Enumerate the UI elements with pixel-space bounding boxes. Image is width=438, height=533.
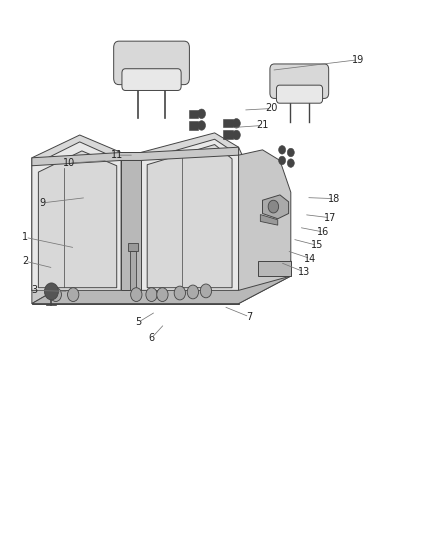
Text: 9: 9 (40, 198, 46, 208)
Text: 19: 19 (352, 55, 364, 64)
Polygon shape (32, 261, 291, 290)
Text: 11: 11 (111, 150, 123, 160)
Circle shape (268, 200, 279, 213)
Circle shape (157, 288, 168, 302)
Text: 6: 6 (148, 333, 155, 343)
Polygon shape (32, 290, 239, 304)
Text: 3: 3 (31, 285, 37, 295)
Text: 21: 21 (256, 120, 268, 131)
Polygon shape (239, 261, 291, 304)
Text: 5: 5 (135, 317, 141, 327)
Circle shape (279, 146, 286, 154)
Polygon shape (32, 147, 239, 166)
Polygon shape (127, 243, 138, 251)
Polygon shape (188, 110, 198, 118)
Text: 17: 17 (324, 213, 336, 223)
Circle shape (146, 288, 157, 302)
Polygon shape (32, 261, 80, 304)
Text: 13: 13 (298, 267, 310, 277)
Circle shape (287, 159, 294, 167)
Circle shape (198, 109, 205, 118)
Polygon shape (188, 121, 198, 130)
Circle shape (67, 288, 79, 302)
Circle shape (187, 285, 198, 299)
Text: 15: 15 (311, 240, 323, 251)
Circle shape (131, 288, 142, 302)
Polygon shape (147, 144, 232, 288)
FancyBboxPatch shape (122, 69, 181, 91)
Text: 2: 2 (22, 256, 28, 266)
Polygon shape (32, 261, 156, 290)
Polygon shape (262, 195, 289, 219)
Text: 20: 20 (265, 103, 277, 114)
Polygon shape (32, 142, 121, 290)
Text: 7: 7 (246, 312, 253, 322)
Text: 10: 10 (63, 158, 75, 168)
Polygon shape (223, 130, 233, 139)
Polygon shape (121, 261, 215, 290)
Circle shape (200, 284, 212, 298)
Polygon shape (141, 261, 291, 290)
Polygon shape (223, 118, 233, 127)
Text: 18: 18 (328, 193, 340, 204)
Text: 16: 16 (317, 227, 329, 237)
Circle shape (50, 288, 61, 302)
Circle shape (279, 156, 286, 165)
Circle shape (233, 130, 240, 140)
Polygon shape (258, 261, 291, 276)
Circle shape (198, 120, 205, 130)
Text: 1: 1 (22, 232, 28, 243)
Circle shape (233, 118, 240, 128)
Polygon shape (32, 276, 291, 304)
FancyBboxPatch shape (270, 64, 328, 99)
Text: 14: 14 (304, 254, 317, 263)
FancyBboxPatch shape (114, 41, 189, 85)
Polygon shape (141, 139, 239, 290)
Circle shape (174, 286, 185, 300)
Polygon shape (39, 151, 117, 288)
Polygon shape (239, 150, 291, 290)
Polygon shape (260, 215, 278, 225)
Polygon shape (130, 251, 136, 290)
Circle shape (287, 148, 294, 157)
Polygon shape (121, 160, 141, 290)
Polygon shape (32, 133, 291, 290)
Circle shape (45, 283, 58, 300)
FancyBboxPatch shape (276, 85, 322, 103)
